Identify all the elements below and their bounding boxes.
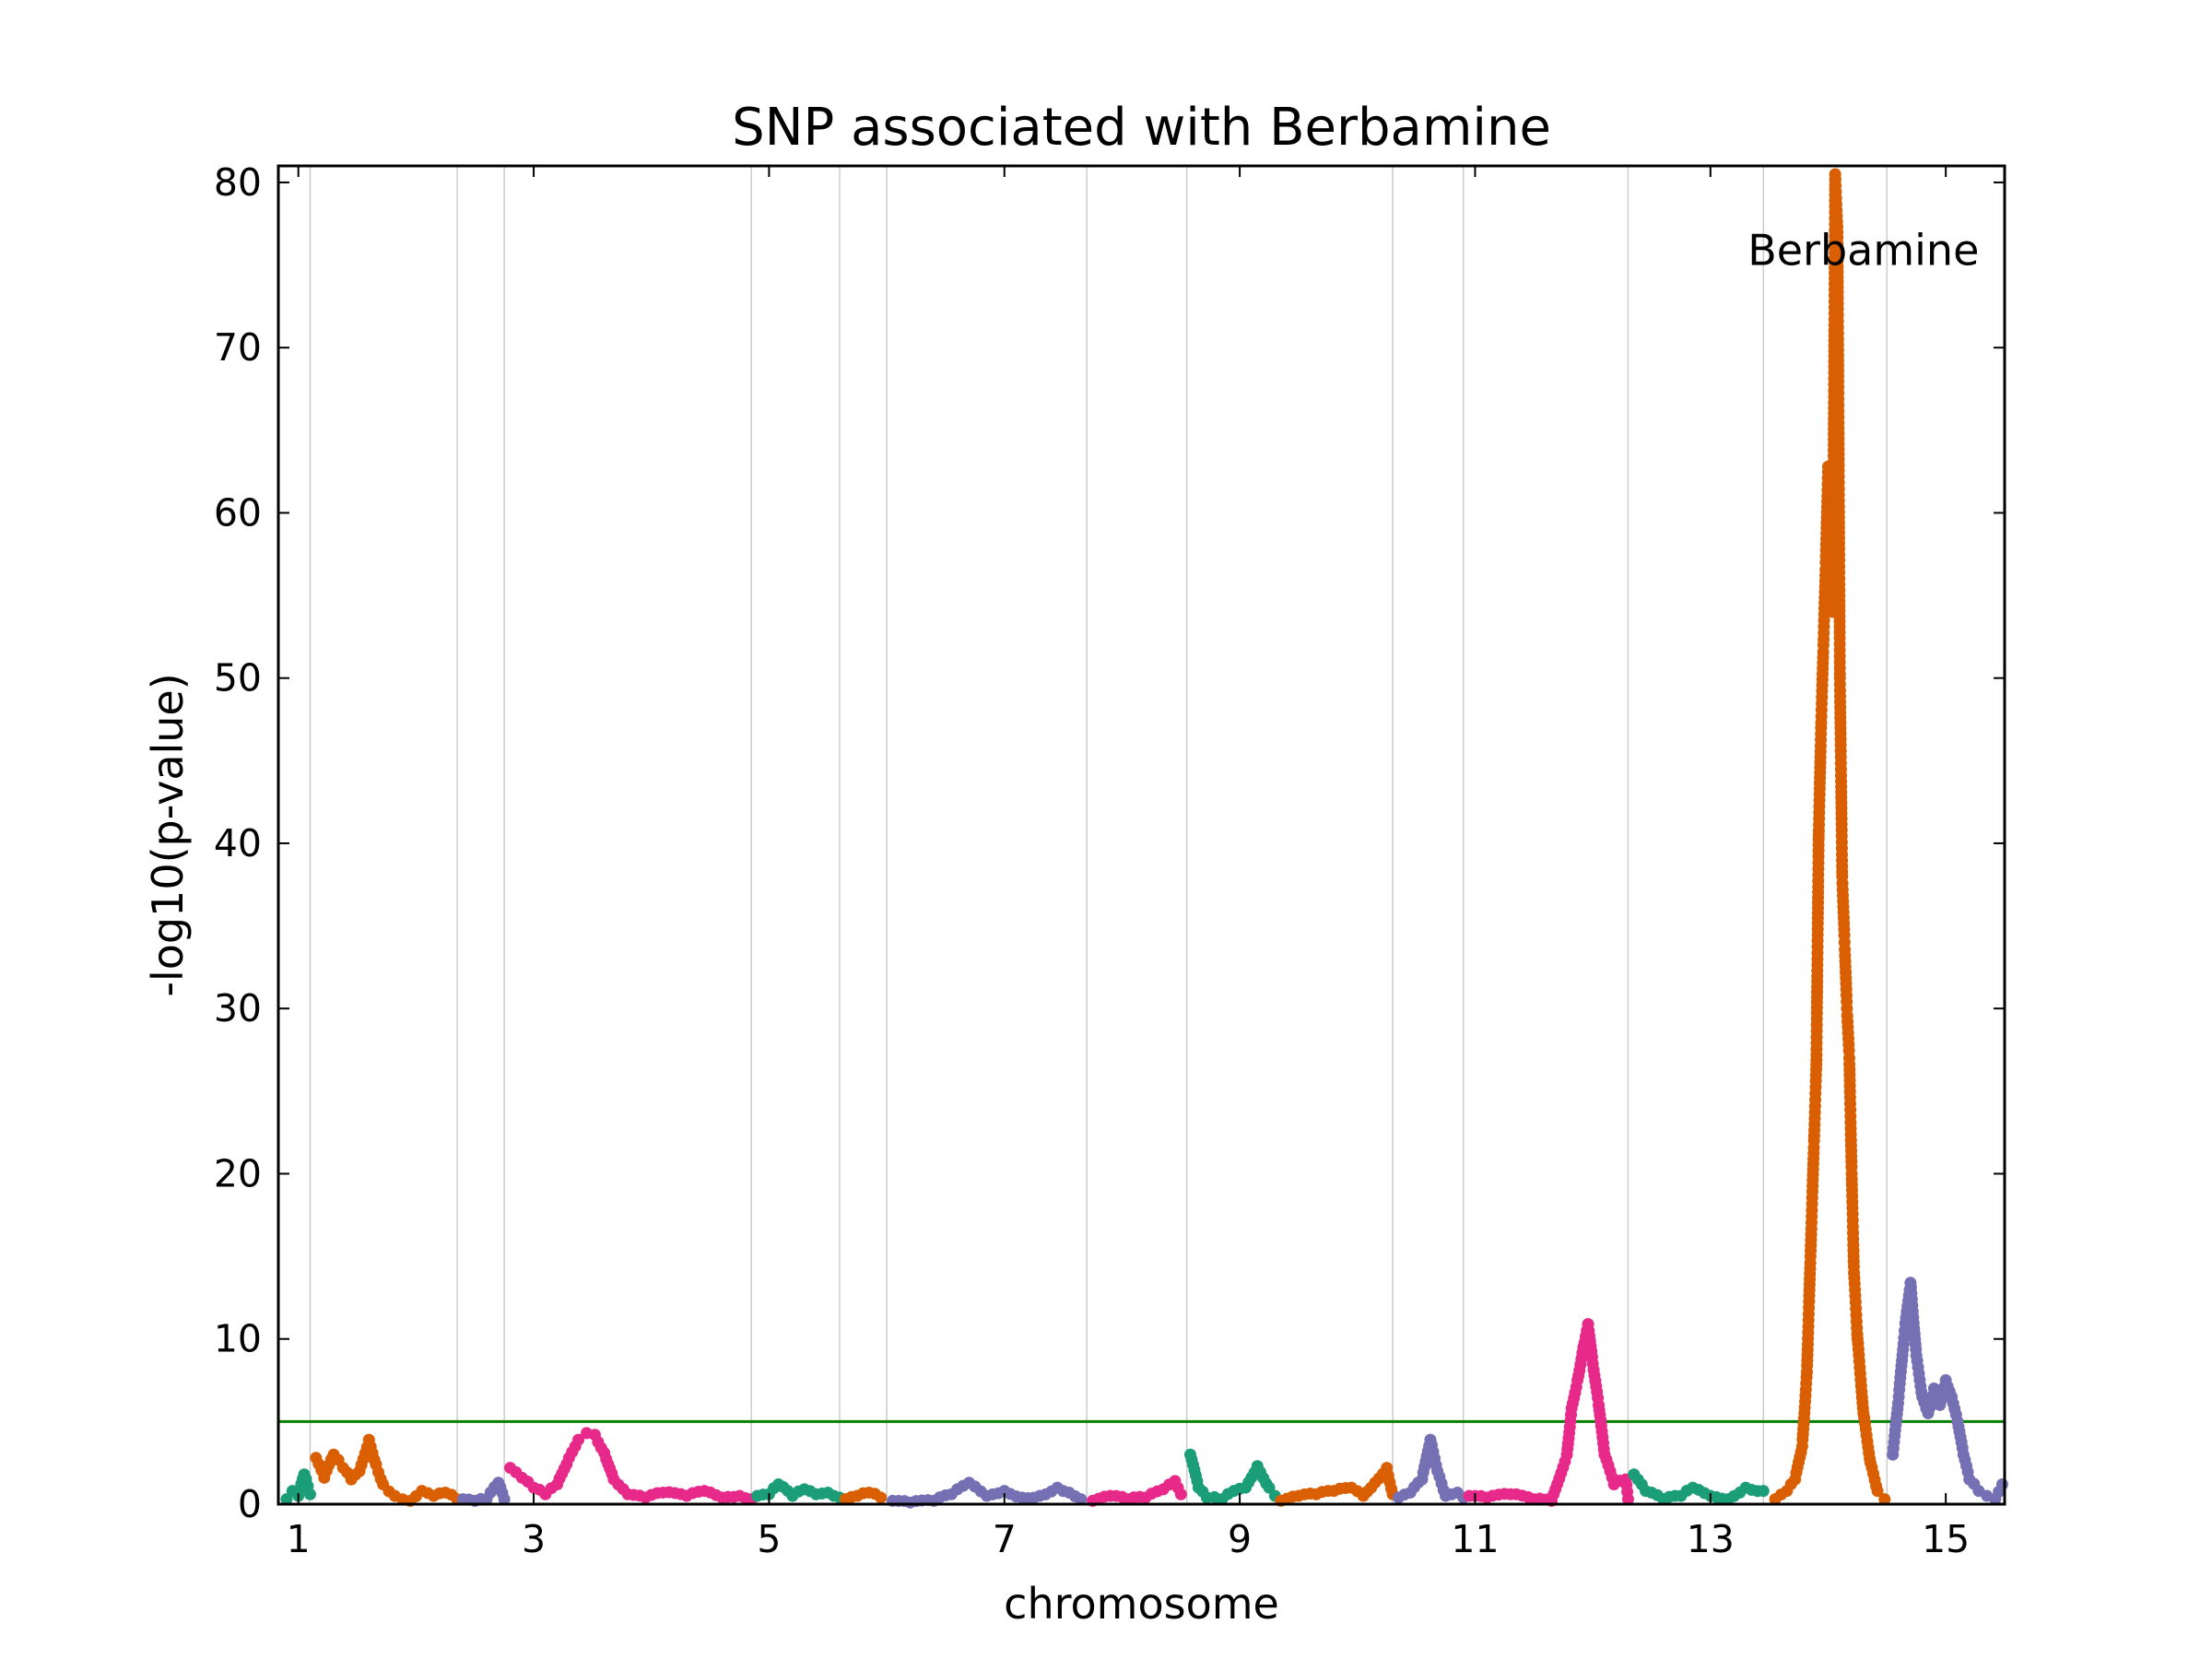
x-tick-label: 11 xyxy=(1451,1517,1499,1561)
snp-point xyxy=(1621,1493,1634,1506)
chromosome-series xyxy=(1769,168,1891,1506)
chromosome-series xyxy=(1275,1462,1399,1507)
y-tick-label: 0 xyxy=(238,1482,262,1526)
snp-point xyxy=(1174,1488,1187,1500)
peak-annotation: Berbamine xyxy=(1747,226,1979,276)
chromosome-series xyxy=(1183,1448,1281,1506)
y-tick-label: 20 xyxy=(214,1151,262,1195)
snp-point xyxy=(1263,1481,1276,1494)
y-tick-label: 40 xyxy=(214,821,262,865)
snp-point xyxy=(498,1493,511,1506)
chromosome-series xyxy=(1392,1433,1470,1504)
chromosome-series xyxy=(886,1477,1088,1509)
chromosome-series xyxy=(1087,1475,1187,1507)
snp-point xyxy=(303,1488,316,1500)
chromosome-series xyxy=(1887,1277,2008,1506)
snp-point xyxy=(1878,1493,1891,1506)
annotations: Berbamine xyxy=(1747,226,1979,276)
snp-point xyxy=(1757,1485,1770,1498)
plot-frame xyxy=(276,164,2006,1506)
y-tick-label: 10 xyxy=(214,1317,262,1361)
chromosome-series xyxy=(456,1477,511,1507)
chart-title: SNP associated with Berbamine xyxy=(732,98,1551,158)
y-tick-label: 70 xyxy=(214,325,262,370)
chromosome-series xyxy=(504,1427,758,1506)
snp-point xyxy=(875,1491,888,1504)
chromosome-series xyxy=(1463,1318,1634,1507)
y-axis-title: -log10(p-value) xyxy=(143,673,193,996)
x-axis-title: chromosome xyxy=(1004,1579,1279,1629)
y-tick-label: 30 xyxy=(214,986,262,1030)
snp-point xyxy=(1075,1493,1088,1506)
snp-point xyxy=(1995,1477,2008,1490)
x-tick-label: 3 xyxy=(522,1517,546,1561)
snp-point xyxy=(280,1493,293,1506)
snp-point xyxy=(1871,1485,1884,1498)
y-tick-label: 80 xyxy=(214,160,262,205)
x-tick-label: 7 xyxy=(993,1517,1017,1561)
x-tick-label: 1 xyxy=(287,1517,311,1561)
y-tick-label: 60 xyxy=(214,490,262,535)
snp-point xyxy=(572,1433,585,1446)
chromosome-series xyxy=(839,1486,888,1506)
chromosome-series xyxy=(310,1433,464,1507)
chromosome-series xyxy=(1628,1468,1770,1506)
x-tick-label: 15 xyxy=(1922,1517,1970,1561)
y-tick-label: 50 xyxy=(214,656,262,700)
x-tick-label: 5 xyxy=(757,1517,781,1561)
chromosome-series xyxy=(751,1477,846,1504)
snp-points xyxy=(280,168,2008,1509)
x-tick-label: 13 xyxy=(1687,1517,1735,1561)
chromosome-gridlines xyxy=(309,166,1888,1504)
x-tick-label: 9 xyxy=(1228,1517,1252,1561)
